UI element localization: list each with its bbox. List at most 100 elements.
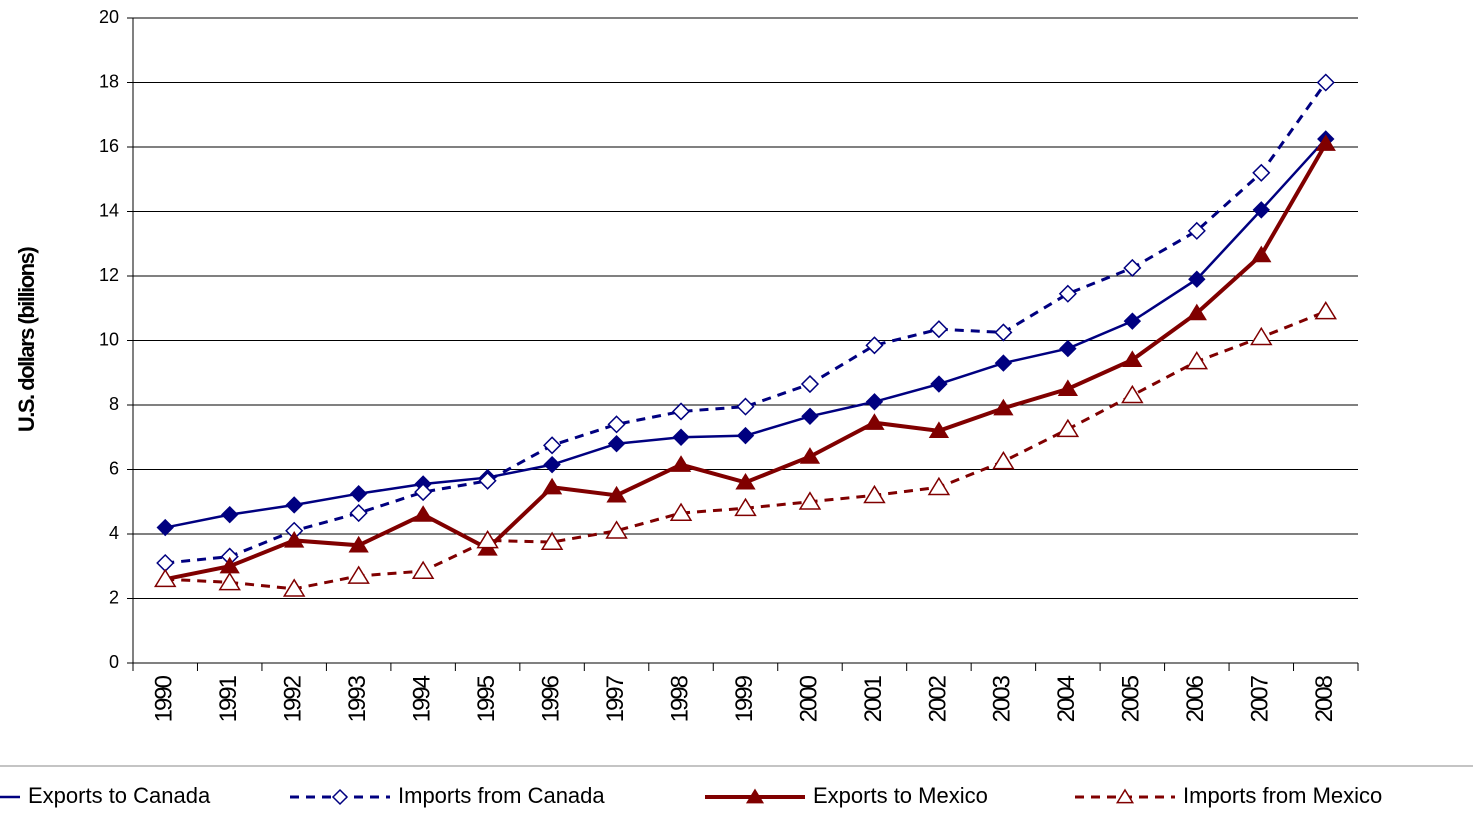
marker <box>1185 351 1209 370</box>
marker <box>994 354 1013 372</box>
marker <box>156 518 174 537</box>
marker <box>930 375 948 393</box>
series <box>156 73 1335 573</box>
series <box>153 301 1338 597</box>
y-tick-label: 10 <box>99 329 119 349</box>
series-line <box>165 310 1327 591</box>
y-tick-label: 16 <box>99 136 119 156</box>
marker <box>478 471 497 490</box>
legend-label: Exports to Mexico <box>813 783 988 808</box>
x-tick-label: 1997 <box>602 675 629 722</box>
x-tick-label: 1990 <box>151 675 178 722</box>
marker <box>1188 270 1206 288</box>
marker <box>156 553 175 573</box>
marker <box>669 502 693 521</box>
marker <box>736 426 755 445</box>
marker <box>331 788 349 806</box>
legend-item: Imports from Mexico <box>1075 783 1382 808</box>
marker <box>1121 384 1144 404</box>
marker <box>799 447 821 464</box>
marker <box>1123 312 1142 330</box>
marker <box>1252 163 1271 182</box>
marker <box>285 496 303 514</box>
x-tick-label: 1992 <box>280 675 307 722</box>
marker <box>411 560 435 580</box>
marker <box>927 476 951 496</box>
x-tick-label: 2005 <box>1118 675 1145 722</box>
marker <box>993 398 1014 416</box>
marker <box>1058 284 1077 303</box>
marker <box>1250 326 1273 346</box>
x-tick-label: 2001 <box>860 675 887 722</box>
series <box>156 130 1335 537</box>
marker <box>221 505 239 524</box>
y-tick-label: 20 <box>99 7 119 27</box>
x-tick-label: 2003 <box>989 675 1016 722</box>
x-tick-label: 1993 <box>344 675 371 722</box>
legend-item: Exports to Canada <box>0 783 211 808</box>
marker <box>1057 379 1079 397</box>
marker <box>798 491 822 510</box>
marker <box>543 455 561 474</box>
y-tick-label: 18 <box>99 71 119 91</box>
y-tick-label: 14 <box>99 200 119 220</box>
marker <box>929 320 948 339</box>
marker <box>1059 339 1077 358</box>
marker <box>865 393 884 411</box>
marker <box>734 497 757 517</box>
marker <box>1186 303 1207 321</box>
marker <box>1123 258 1142 277</box>
marker <box>1315 134 1336 151</box>
legend-item: Imports from Canada <box>290 783 605 808</box>
marker <box>1252 201 1270 219</box>
y-axis-title: U.S. dollars (billions) <box>14 247 39 432</box>
marker <box>284 531 305 548</box>
marker <box>865 336 884 355</box>
legend-item: Exports to Mexico <box>705 783 988 808</box>
x-tick-label: 2007 <box>1247 675 1274 722</box>
marker <box>414 483 433 502</box>
marker <box>1115 788 1135 804</box>
marker <box>349 503 368 523</box>
y-tick-label: 0 <box>109 652 119 672</box>
x-tick-label: 2002 <box>924 675 951 722</box>
marker <box>605 520 628 539</box>
legend-label: Imports from Canada <box>398 783 605 808</box>
marker <box>670 455 692 472</box>
x-tick-label: 1996 <box>537 675 564 722</box>
marker <box>218 571 241 591</box>
x-tick-label: 1991 <box>215 675 242 722</box>
x-tick-label: 1998 <box>666 675 693 722</box>
series-line <box>165 81 1327 565</box>
marker <box>607 434 626 453</box>
y-tick-label: 2 <box>109 587 119 607</box>
y-tick-label: 4 <box>109 523 119 543</box>
x-tick-label: 1994 <box>408 675 435 722</box>
x-tick-label: 2000 <box>795 675 822 722</box>
marker <box>1187 221 1206 240</box>
marker <box>1122 350 1143 367</box>
marker <box>153 568 177 588</box>
series <box>155 134 1336 587</box>
legend-label: Imports from Mexico <box>1183 783 1382 808</box>
marker <box>347 565 370 584</box>
marker <box>1056 418 1080 438</box>
x-tick-label: 2006 <box>1182 675 1209 722</box>
marker <box>745 788 765 804</box>
legend-label: Exports to Canada <box>28 783 211 808</box>
marker <box>735 472 756 490</box>
marker <box>606 485 627 503</box>
x-tick-label: 2004 <box>1053 675 1080 722</box>
marker <box>1251 245 1272 263</box>
marker <box>348 535 369 553</box>
marker <box>1314 301 1338 320</box>
marker <box>412 505 434 522</box>
marker <box>349 484 368 503</box>
marker <box>282 578 306 597</box>
x-tick-label: 1999 <box>731 675 758 722</box>
marker <box>863 484 886 504</box>
x-tick-label: 2008 <box>1311 675 1338 722</box>
marker <box>672 428 690 446</box>
